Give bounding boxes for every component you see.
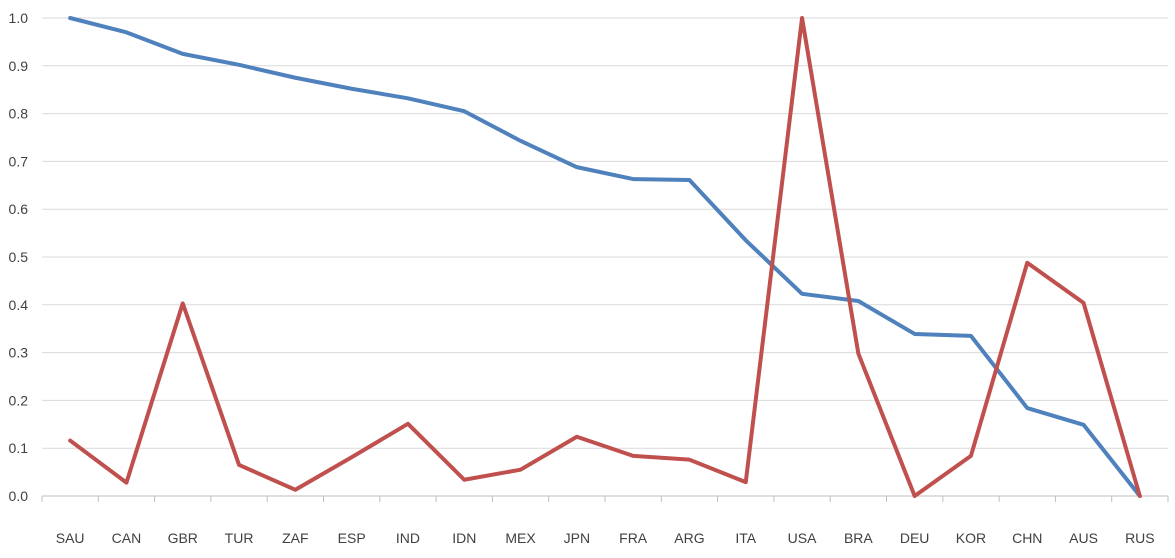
y-tick-label: 0.7 bbox=[9, 153, 29, 169]
x-tick-label: IND bbox=[396, 530, 420, 546]
x-tick-label: ZAF bbox=[282, 530, 308, 546]
data-point bbox=[800, 292, 804, 296]
data-point bbox=[1138, 494, 1142, 498]
x-tick-label: CHN bbox=[1012, 530, 1042, 546]
data-point bbox=[519, 468, 523, 472]
data-point bbox=[913, 332, 917, 336]
data-point bbox=[687, 178, 691, 182]
x-tick-label: TUR bbox=[225, 530, 254, 546]
data-point bbox=[744, 480, 748, 484]
data-point bbox=[856, 352, 860, 356]
x-tick-label: KOR bbox=[956, 530, 986, 546]
data-point bbox=[519, 139, 523, 143]
y-axis-tick-labels: 0.0 0.1 0.2 0.3 0.4 0.5 0.6 0.7 0.8 0.9 1.0 bbox=[9, 10, 29, 504]
y-tick-label: 0.5 bbox=[9, 249, 29, 265]
data-point bbox=[1025, 406, 1029, 410]
y-tick-label: 0.6 bbox=[9, 201, 29, 217]
data-point bbox=[1082, 301, 1086, 305]
y-tick-label: 0.8 bbox=[9, 106, 29, 122]
data-point bbox=[1082, 423, 1086, 427]
data-point bbox=[68, 16, 72, 20]
x-tick-label: SAU bbox=[56, 530, 85, 546]
gridlines bbox=[41, 17, 1169, 502]
x-tick-label: ITA bbox=[735, 530, 756, 546]
y-tick-label: 0.4 bbox=[9, 297, 29, 313]
data-point bbox=[406, 96, 410, 100]
series-lines bbox=[68, 16, 1142, 498]
x-tick-label: AUS bbox=[1069, 530, 1098, 546]
data-point bbox=[406, 422, 410, 426]
x-tick-label: JPN bbox=[564, 530, 590, 546]
y-tick-label: 1.0 bbox=[9, 10, 29, 26]
data-point bbox=[856, 299, 860, 303]
series-line-1 bbox=[68, 16, 1142, 498]
data-point bbox=[293, 76, 297, 80]
y-tick-label: 0.3 bbox=[9, 345, 29, 361]
x-tick-label: GBR bbox=[168, 530, 198, 546]
data-point bbox=[237, 463, 241, 467]
data-point bbox=[744, 238, 748, 242]
data-point bbox=[350, 87, 354, 91]
x-tick-label: RUS bbox=[1125, 530, 1155, 546]
data-point bbox=[687, 458, 691, 462]
x-tick-label: CAN bbox=[112, 530, 142, 546]
data-point bbox=[293, 488, 297, 492]
data-point bbox=[350, 455, 354, 459]
data-point bbox=[575, 435, 579, 439]
data-point bbox=[1025, 261, 1029, 265]
data-point bbox=[631, 177, 635, 181]
data-point bbox=[124, 30, 128, 34]
series-line-2 bbox=[68, 16, 1142, 498]
data-point bbox=[181, 52, 185, 56]
x-tick-label: USA bbox=[788, 530, 817, 546]
data-point bbox=[913, 494, 917, 498]
data-point bbox=[68, 439, 72, 443]
data-point bbox=[124, 481, 128, 485]
x-tick-label: ESP bbox=[338, 530, 366, 546]
y-tick-label: 0.1 bbox=[9, 440, 29, 456]
x-tick-label: ARG bbox=[674, 530, 704, 546]
y-tick-label: 0.0 bbox=[9, 488, 29, 504]
data-point bbox=[462, 478, 466, 482]
data-point bbox=[800, 16, 804, 20]
data-point bbox=[969, 334, 973, 338]
x-tick-label: MEX bbox=[505, 530, 536, 546]
data-point bbox=[969, 454, 973, 458]
x-tick-label: FRA bbox=[619, 530, 648, 546]
x-tick-label: DEU bbox=[900, 530, 930, 546]
data-point bbox=[237, 63, 241, 67]
data-point bbox=[462, 109, 466, 113]
y-tick-label: 0.9 bbox=[9, 58, 29, 74]
data-point bbox=[631, 454, 635, 458]
data-point bbox=[575, 165, 579, 169]
y-tick-label: 0.2 bbox=[9, 392, 29, 408]
x-axis-tick-labels: SAU CAN GBR TUR ZAF ESP IND IDN MEX JPN FRA ARG ITA U… bbox=[56, 530, 1155, 546]
x-tick-label: BRA bbox=[844, 530, 873, 546]
data-point bbox=[181, 301, 185, 305]
x-tick-label: IDN bbox=[452, 530, 476, 546]
